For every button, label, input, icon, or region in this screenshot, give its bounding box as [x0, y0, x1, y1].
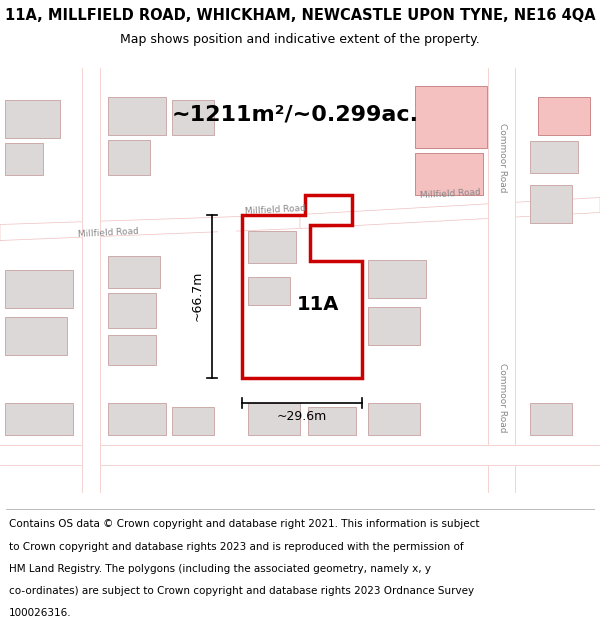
- Bar: [172, 99, 214, 134]
- Text: Commoor Road: Commoor Road: [497, 122, 506, 192]
- Text: Millfield Road: Millfield Road: [77, 226, 139, 239]
- Polygon shape: [0, 444, 600, 464]
- Polygon shape: [300, 198, 600, 229]
- Bar: [248, 276, 290, 304]
- Text: ~1211m²/~0.299ac.: ~1211m²/~0.299ac.: [172, 104, 419, 124]
- Bar: [538, 96, 590, 134]
- Text: co-ordinates) are subject to Crown copyright and database rights 2023 Ordnance S: co-ordinates) are subject to Crown copyr…: [9, 586, 474, 596]
- Bar: [248, 402, 300, 434]
- Bar: [5, 99, 60, 138]
- Polygon shape: [488, 68, 515, 493]
- Bar: [108, 96, 166, 134]
- Bar: [5, 269, 73, 308]
- Bar: [172, 406, 214, 434]
- Bar: [530, 184, 572, 222]
- Bar: [5, 316, 67, 354]
- Bar: [108, 402, 166, 434]
- Text: ~29.6m: ~29.6m: [277, 411, 327, 424]
- Text: ~66.7m: ~66.7m: [191, 271, 204, 321]
- Bar: [108, 256, 160, 288]
- Bar: [248, 231, 296, 262]
- Text: Millfield Road: Millfield Road: [419, 188, 481, 199]
- Bar: [415, 152, 483, 194]
- Polygon shape: [0, 214, 300, 241]
- Bar: [108, 292, 156, 328]
- Bar: [108, 334, 156, 364]
- Text: Millfield Road: Millfield Road: [244, 203, 305, 216]
- Text: Contains OS data © Crown copyright and database right 2021. This information is : Contains OS data © Crown copyright and d…: [9, 519, 479, 529]
- Bar: [308, 406, 356, 434]
- Text: HM Land Registry. The polygons (including the associated geometry, namely x, y: HM Land Registry. The polygons (includin…: [9, 564, 431, 574]
- Text: 11A, MILLFIELD ROAD, WHICKHAM, NEWCASTLE UPON TYNE, NE16 4QA: 11A, MILLFIELD ROAD, WHICKHAM, NEWCASTLE…: [5, 8, 595, 23]
- Text: Commoor Road: Commoor Road: [497, 362, 506, 432]
- Bar: [108, 139, 150, 174]
- Bar: [5, 142, 43, 174]
- Polygon shape: [218, 222, 235, 318]
- Text: to Crown copyright and database rights 2023 and is reproduced with the permissio: to Crown copyright and database rights 2…: [9, 542, 464, 552]
- Bar: [368, 402, 420, 434]
- Text: 100026316.: 100026316.: [9, 608, 71, 618]
- Text: Map shows position and indicative extent of the property.: Map shows position and indicative extent…: [120, 33, 480, 46]
- Bar: [415, 86, 487, 148]
- Polygon shape: [82, 68, 100, 493]
- Bar: [5, 402, 73, 434]
- Bar: [530, 141, 578, 172]
- Bar: [530, 402, 572, 434]
- Text: 11A: 11A: [297, 295, 339, 314]
- Bar: [368, 306, 420, 344]
- Bar: [368, 259, 426, 298]
